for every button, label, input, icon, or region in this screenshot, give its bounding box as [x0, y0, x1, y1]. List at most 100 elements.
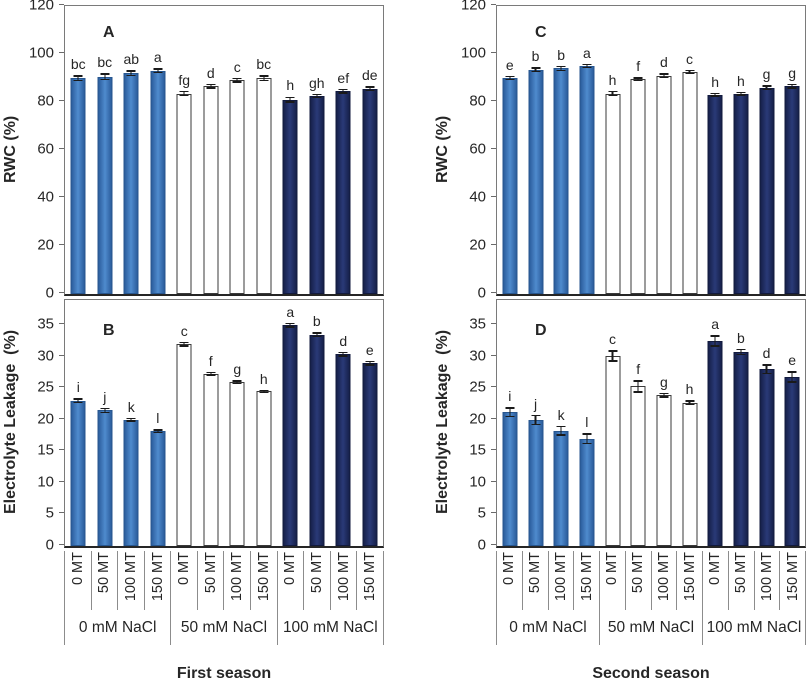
y-tick-mark [59, 100, 64, 101]
x-tick-label: 50 MT [96, 552, 113, 594]
x-axis: 0 MT 50 MT 100 MT 150 MT 0 mM NaCl 0 MT 50 MT 1… [64, 551, 384, 645]
bar-slot: d [651, 6, 677, 294]
error-cap-bottom [153, 71, 163, 74]
y-tick-mark [59, 417, 64, 419]
error-bar [285, 96, 295, 103]
error-bar [659, 73, 669, 78]
significance-letter: c [180, 322, 188, 339]
bar-150-mt [256, 391, 272, 546]
x-tick-cell: 50 MT [90, 551, 118, 610]
error-bar [736, 348, 746, 355]
bar-150-mt [784, 376, 800, 546]
bar-100-mt [335, 354, 351, 546]
bar-slot: h [277, 6, 304, 294]
error-cap-bottom [259, 79, 269, 81]
x-tick-label: 150 MT [681, 552, 698, 602]
y-tick-label: 20 [37, 410, 54, 428]
significance-letter: bc [256, 56, 272, 73]
error-stem [586, 65, 588, 68]
bar-slot: i [497, 300, 523, 546]
error-stem [289, 324, 291, 327]
x-tick-label: 100 MT [229, 552, 246, 602]
error-cap-top [505, 75, 515, 77]
error-cap-bottom [762, 373, 772, 375]
x-tick-cell: 0 MT [497, 551, 522, 610]
significance-letter: f [636, 361, 641, 378]
bar-slot: e [357, 300, 384, 546]
error-cap-top [608, 90, 617, 93]
bar-slot: a [145, 6, 172, 294]
error-cap-top [365, 86, 375, 88]
error-cap-top [531, 67, 540, 69]
x-axis-group: 0 MT 50 MT 100 MT 150 MT 50 mM NaCl [599, 551, 702, 645]
error-cap-top [338, 351, 348, 354]
error-stem [210, 85, 212, 88]
x-tick-label: 50 MT [527, 552, 544, 594]
bar-slot: c [677, 6, 703, 294]
error-bar [505, 407, 515, 418]
error-stem [210, 373, 212, 375]
significance-letter: h [685, 381, 694, 398]
x-group-label: 50 mM NaCl [607, 619, 695, 636]
y-tick-label: 0 [477, 536, 486, 554]
error-cap-top [787, 371, 797, 373]
error-stem [369, 87, 371, 90]
error-cap-bottom [365, 89, 375, 92]
bar-slot: j [92, 300, 119, 546]
error-bar [179, 341, 189, 347]
y-tick-mark [59, 449, 64, 451]
bar-150-mt [150, 70, 166, 294]
significance-letter: h [259, 370, 268, 387]
error-stem [263, 76, 265, 80]
error-stem [688, 71, 691, 74]
y-tick-label: 80 [469, 92, 486, 110]
x-axis-group: 0 MT 50 MT 100 MT 150 MT 50 mM NaCl [170, 551, 276, 645]
error-cap-top [126, 70, 136, 72]
error-stem [714, 94, 716, 96]
significance-letter: c [233, 59, 241, 75]
error-cap-top [787, 84, 797, 86]
error-bar [312, 332, 322, 338]
y-tick-mark [491, 386, 496, 388]
significance-letter: bc [97, 54, 113, 71]
x-tick-label: 50 MT [630, 552, 647, 594]
panel-letter-C: C [535, 24, 547, 41]
error-cap-top [312, 332, 322, 334]
error-cap-bottom [787, 87, 797, 89]
y-tick-label: 120 [28, 0, 54, 14]
significance-letter: de [361, 67, 378, 84]
bar-0-mt [605, 93, 620, 294]
error-bar [232, 78, 242, 83]
error-cap-top [659, 73, 669, 75]
error-cap-bottom [582, 67, 592, 69]
bar-100-mt [759, 87, 775, 294]
error-stem [183, 92, 185, 96]
y-tick-mark [491, 323, 496, 325]
season-label-first: First season [176, 665, 272, 682]
y-axis-title-B: Electrolyte Leakage (%) [2, 329, 19, 515]
x-tick-label: 100 MT [758, 552, 775, 602]
error-cap-top [710, 92, 720, 95]
bar-slot: bc [92, 6, 119, 294]
y-tick-mark [491, 4, 496, 5]
error-bar [206, 84, 216, 89]
significance-letter: d [339, 332, 348, 349]
error-cap-top [736, 91, 746, 94]
bar-50-mt [733, 351, 749, 546]
error-cap-bottom [582, 443, 592, 445]
bar-0-mt [282, 99, 298, 294]
error-bar [100, 407, 110, 413]
error-bar [762, 85, 772, 90]
error-stem [534, 68, 537, 71]
error-stem [560, 66, 562, 70]
error-cap-bottom [100, 411, 110, 413]
bar-group: h f d c [600, 6, 703, 294]
bar-slot: c [600, 300, 626, 546]
error-bar [259, 75, 269, 81]
error-stem [560, 426, 562, 435]
error-stem [714, 336, 716, 346]
error-bar [126, 417, 136, 422]
